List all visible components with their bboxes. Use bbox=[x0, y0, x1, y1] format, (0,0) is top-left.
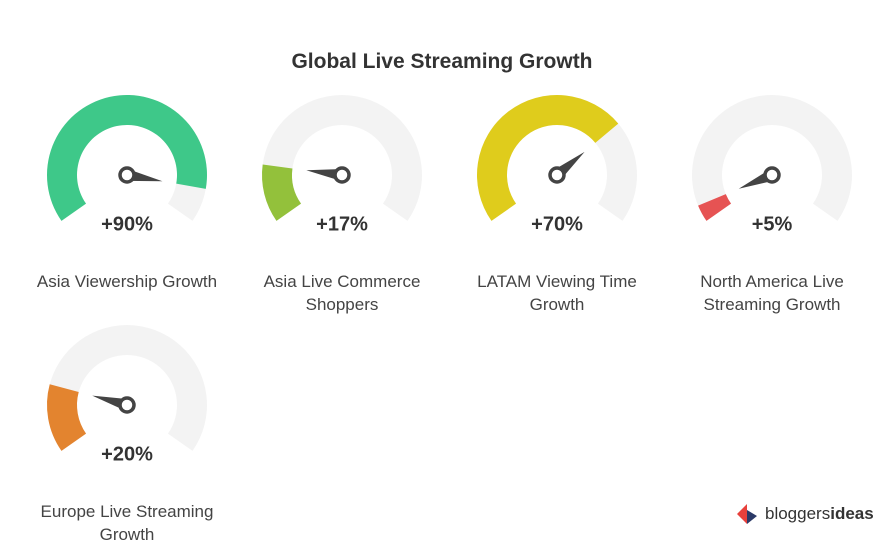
gauge-label: Europe Live Streaming Growth bbox=[40, 502, 214, 544]
gauge-fill bbox=[476, 94, 619, 221]
brand-text: bloggers bbox=[765, 504, 831, 523]
gauge-track bbox=[47, 325, 208, 451]
needle-hub bbox=[763, 166, 781, 184]
gauge-label: Asia Viewership Growth bbox=[36, 272, 218, 291]
gauge-label: Asia Live Commerce Shoppers bbox=[263, 272, 421, 314]
gauge-label: North America Live Streaming Growth bbox=[700, 272, 844, 314]
gauge-fill bbox=[47, 95, 208, 221]
logo-icon bbox=[737, 504, 757, 524]
needle-hub bbox=[548, 166, 566, 184]
value-label: +20% bbox=[101, 443, 153, 465]
gauge-needle bbox=[306, 169, 343, 181]
gauge-track bbox=[262, 95, 422, 221]
chart-title: Global Live Streaming Growth bbox=[291, 50, 593, 73]
brand-text-bold: ideas bbox=[830, 504, 874, 523]
needle-hub bbox=[118, 166, 136, 184]
value-label: +70% bbox=[531, 213, 583, 235]
gauge-fill bbox=[698, 194, 732, 221]
value-label: +90% bbox=[101, 213, 153, 235]
gauge-fill bbox=[47, 384, 87, 451]
needle-hub bbox=[333, 166, 351, 184]
needle-hub bbox=[118, 396, 136, 414]
value-label: +17% bbox=[316, 213, 368, 235]
gauge-label: LATAM Viewing Time Growth bbox=[477, 272, 637, 314]
gauge-track bbox=[692, 95, 852, 221]
gauge-fill bbox=[262, 164, 302, 221]
value-label: +5% bbox=[752, 213, 793, 235]
brand-logo: bloggersideas bbox=[735, 502, 874, 526]
